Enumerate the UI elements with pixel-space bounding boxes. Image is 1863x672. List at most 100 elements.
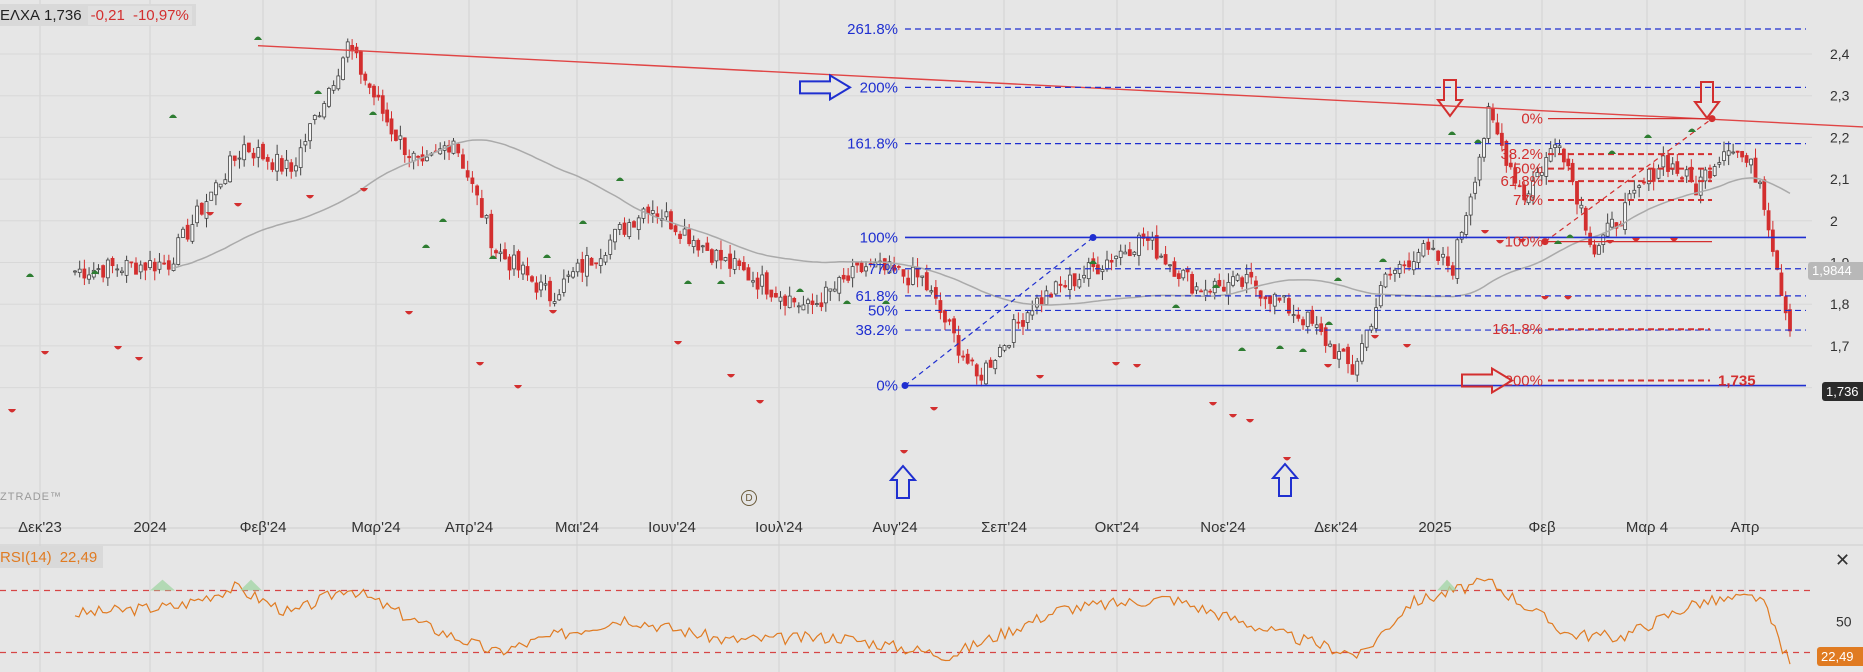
candle-body — [924, 272, 929, 291]
x-tick-label: Απρ'24 — [445, 519, 493, 536]
candle-body — [617, 224, 622, 230]
candle-body — [1082, 274, 1086, 279]
x-tick-label: Δεκ'24 — [1314, 519, 1358, 536]
candle-body — [120, 270, 124, 273]
trough-marker-icon — [1403, 344, 1411, 348]
candle-body — [1566, 158, 1571, 167]
candle-body — [543, 283, 548, 286]
candle-body — [1287, 298, 1291, 314]
candle-body — [1021, 320, 1025, 327]
rsi-close-icon[interactable]: ✕ — [1835, 550, 1851, 570]
x-tick-label: Ιουν'24 — [648, 519, 696, 536]
candle-body — [1123, 251, 1128, 255]
fib-red-target-label: 1,735 — [1718, 373, 1756, 390]
dividend-marker-icon[interactable]: D — [741, 490, 757, 506]
trough-marker-icon — [1133, 364, 1141, 368]
candle-body — [308, 123, 312, 142]
candle-body — [1740, 151, 1744, 158]
candle-body — [1337, 351, 1341, 360]
candle-body — [363, 73, 368, 81]
candle-body — [256, 147, 261, 158]
candle-body — [691, 240, 696, 247]
candle-body — [956, 335, 961, 356]
candle-body — [920, 275, 925, 278]
fib-red-anchor-point — [1541, 238, 1549, 246]
candle-body — [864, 266, 868, 272]
trough-marker-icon — [1564, 296, 1572, 300]
candle-body — [1244, 273, 1249, 284]
trough-marker-icon — [360, 188, 368, 192]
candle-body — [1666, 155, 1670, 172]
candle-body — [1323, 327, 1328, 346]
candle-body — [394, 129, 398, 141]
candle-body — [1477, 156, 1482, 181]
candle-body — [214, 182, 218, 196]
x-tick-label: Μαι'24 — [555, 519, 599, 536]
candle-body — [1749, 158, 1753, 166]
candle-body — [1137, 234, 1141, 256]
candle-body — [1030, 310, 1035, 316]
candle-body — [673, 225, 678, 233]
candle-body — [1779, 272, 1784, 296]
rsi-label: RSI(14) — [0, 548, 52, 566]
candle-body — [961, 355, 966, 358]
candle-body — [585, 255, 589, 277]
candle-body — [1053, 281, 1058, 295]
blue-right-arrow-icon — [799, 73, 852, 102]
trough-marker-icon — [1518, 239, 1526, 243]
candle-body — [1426, 241, 1431, 250]
rsi-y-tick-label: 50 — [1836, 614, 1852, 630]
candle-body — [669, 211, 673, 230]
candle-body — [993, 360, 998, 370]
x-tick-label: Αυγ'24 — [872, 519, 917, 536]
candle-body — [199, 202, 204, 215]
peak-marker-icon — [579, 220, 587, 224]
candle-body — [209, 191, 214, 201]
candle-body — [632, 221, 636, 228]
candle-body — [1132, 251, 1137, 255]
candle-body — [1632, 189, 1637, 194]
candle-body — [622, 222, 627, 235]
candle-body — [1535, 172, 1540, 178]
candle-body — [451, 140, 456, 154]
peak-marker-icon — [717, 280, 725, 284]
candle-body — [938, 300, 943, 313]
candle-body — [1374, 307, 1378, 329]
candle-body — [1011, 319, 1016, 343]
x-tick-label: Ιουλ'24 — [755, 519, 803, 536]
candle-body — [465, 170, 470, 178]
candle-body — [1249, 271, 1254, 278]
candle-body — [1788, 309, 1792, 332]
candle-body — [979, 374, 984, 381]
fib-blue-label: 261.8% — [847, 21, 898, 38]
candle-body — [594, 262, 599, 265]
candle-body — [1513, 167, 1518, 184]
candle-body — [218, 183, 223, 188]
candle-body — [682, 228, 687, 236]
candle-body — [1254, 280, 1258, 289]
candle-body — [1109, 260, 1114, 263]
candle-body — [1039, 297, 1044, 305]
candle-body — [801, 304, 806, 311]
fib-blue-anchor-point — [901, 382, 909, 390]
trough-marker-icon — [234, 203, 242, 207]
candle-body — [1508, 162, 1513, 168]
candle-body — [974, 364, 979, 377]
trough-marker-icon — [41, 351, 49, 355]
candle-body — [1416, 252, 1421, 263]
peak-marker-icon — [1448, 131, 1456, 135]
trough-marker-icon — [306, 195, 314, 199]
rsi-value-tag: 22,49 — [1817, 647, 1863, 666]
fib-blue-anchor-line — [904, 237, 1094, 386]
candle-body — [1263, 296, 1268, 300]
candle-body — [1473, 181, 1478, 194]
peak-marker-icon — [489, 255, 497, 259]
candle-body — [1722, 151, 1726, 161]
candle-body — [760, 274, 765, 287]
candle-body — [398, 135, 403, 140]
candle-body — [846, 275, 851, 281]
x-tick-label: Νοε'24 — [1200, 519, 1245, 536]
candle-body — [407, 156, 412, 159]
fib-red-label: 38.2% — [1500, 146, 1543, 163]
